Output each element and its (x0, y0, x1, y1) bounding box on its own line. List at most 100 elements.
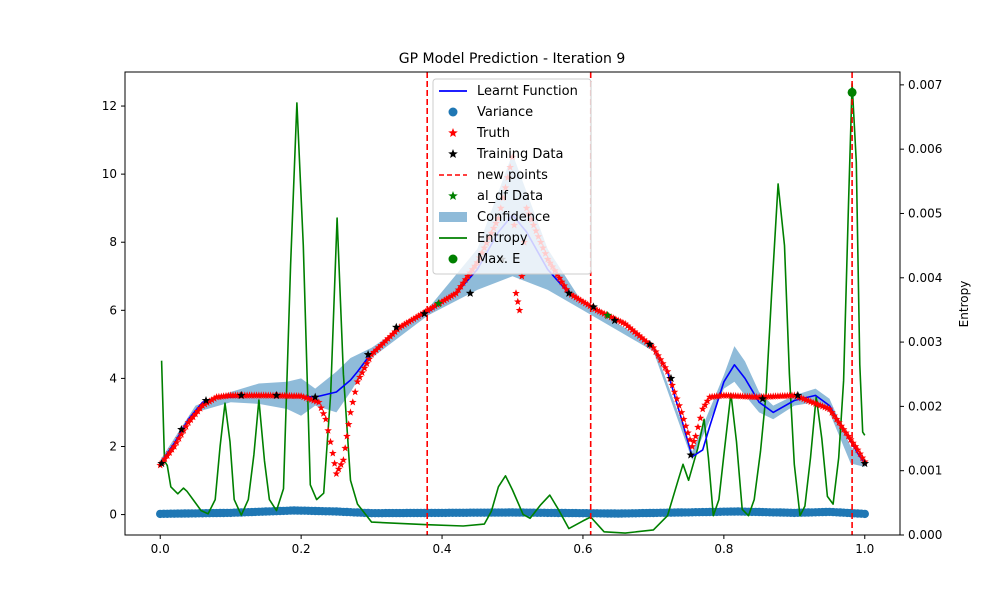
y-tick-label: 0 (109, 508, 117, 522)
confidence-band-layer (160, 153, 865, 467)
truth-point (514, 297, 522, 305)
truth-point (684, 428, 692, 437)
truth-point (158, 458, 167, 466)
legend-label: Training Data (476, 147, 563, 162)
truth-point (856, 449, 864, 458)
training-point (860, 459, 870, 468)
training-point (363, 350, 373, 359)
truth-point (694, 423, 702, 431)
truth-point (670, 388, 679, 396)
truth-point (698, 405, 707, 413)
truth-point (663, 367, 672, 375)
legend-swatch (448, 191, 458, 200)
truth-point (189, 413, 197, 421)
truth-point (659, 359, 667, 367)
truth-point (832, 415, 841, 423)
y-tick-label: 12 (102, 99, 117, 113)
truth-point (450, 290, 458, 298)
truth-point (593, 306, 601, 314)
truth-point (194, 407, 202, 415)
truth-point (431, 302, 439, 310)
truth-point (163, 451, 172, 460)
truth-point (407, 316, 416, 324)
truth-point (344, 420, 353, 428)
truth-point (168, 445, 176, 453)
truth-point (835, 418, 843, 426)
y-tick-label: 8 (109, 235, 117, 249)
x-tick-label: 1.0 (855, 542, 874, 556)
truth-point (597, 308, 606, 316)
truth-point (600, 309, 608, 317)
plot-frame (124, 71, 901, 536)
truth-point (341, 444, 349, 452)
y2-tick-label: 0.001 (908, 464, 942, 478)
truth-point (384, 334, 392, 342)
truth-point (438, 297, 446, 305)
truth-point (830, 411, 838, 420)
truth-point (205, 397, 214, 405)
truth-point (837, 422, 846, 430)
x-tick-label: 0.2 (292, 542, 311, 556)
legend-swatch (448, 254, 458, 264)
legend-label: Entropy (477, 231, 528, 246)
max-entropy-point (847, 87, 857, 97)
truth-point (428, 303, 437, 311)
truth-point (562, 285, 571, 293)
truth-point (191, 410, 200, 418)
al-df-point (434, 299, 443, 308)
y2-tick-label: 0.003 (908, 335, 942, 349)
legend-label: Variance (477, 105, 533, 120)
y-axis-left: 0 2 4 6 8 10 12 (102, 99, 125, 522)
legend-label: Max. E (477, 252, 520, 267)
truth-point (405, 317, 413, 325)
legend-swatch (448, 128, 458, 137)
truth-point (630, 327, 639, 336)
truth-point (210, 394, 218, 402)
legend-swatch (439, 212, 467, 222)
truth-point (623, 321, 632, 330)
truth-point (372, 346, 381, 354)
variance-point (860, 509, 869, 519)
truth-point (161, 455, 169, 463)
truth-point (696, 414, 705, 422)
truth-point (353, 377, 362, 385)
truth-point (560, 281, 568, 289)
truth-point (339, 456, 348, 464)
training-point (201, 396, 211, 405)
truth-point (379, 339, 388, 347)
training-point (686, 450, 695, 459)
al-df-point (603, 310, 612, 320)
y-tick-label: 2 (109, 439, 117, 453)
truth-point (652, 347, 660, 355)
truth-point (576, 296, 585, 304)
truth-point (673, 394, 681, 403)
x-tick-label: 0.6 (573, 542, 592, 556)
truth-point (637, 333, 646, 342)
truth-point (170, 442, 179, 450)
truth-point (442, 295, 451, 303)
truth-point (332, 469, 341, 477)
y2-tick-label: 0.000 (908, 528, 942, 542)
truth-point (363, 359, 371, 367)
truth-point (628, 325, 637, 334)
y-axis-right: 0.000 0.001 0.002 0.003 0.004 0.005 0.006 0.007 (900, 78, 942, 542)
training-point (420, 309, 429, 318)
truth-point (816, 401, 824, 409)
truth-point (414, 312, 423, 320)
truth-point (679, 415, 688, 423)
truth-point (326, 437, 335, 446)
training-point (465, 288, 475, 297)
legend-swatch (448, 107, 458, 117)
x-tick-label: 0.8 (714, 542, 733, 556)
x-axis: 0.0 0.2 0.4 0.6 0.8 1.0 (151, 535, 874, 556)
truth-point (688, 442, 696, 450)
training-point (645, 339, 655, 348)
y2-tick-label: 0.002 (908, 399, 942, 413)
legend: Learnt Function Variance Truth Training Dat… (432, 78, 592, 275)
truth-point (457, 282, 465, 290)
truth-point (398, 321, 406, 330)
truth-point (640, 335, 648, 343)
y-tick-label: 4 (109, 371, 117, 385)
truth-point (619, 318, 627, 326)
